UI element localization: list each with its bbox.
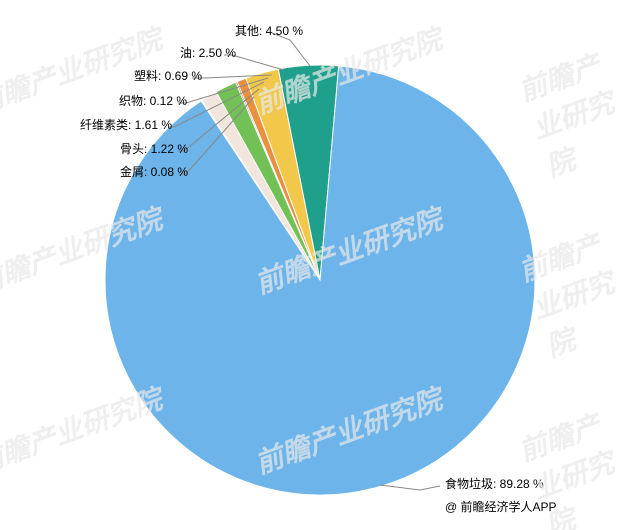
slice-label: 骨头: 1.22 % xyxy=(120,140,188,157)
slice-label: 纤维素类: 1.61 % xyxy=(80,116,172,133)
slice-label: 食物垃圾: 89.28 % xyxy=(445,475,544,492)
slice-label: 其他: 4.50 % xyxy=(235,22,303,39)
slice-label: 织物: 0.12 % xyxy=(119,92,187,109)
pie-chart xyxy=(0,0,640,530)
leader-line xyxy=(380,485,440,490)
attribution-text: @ 前瞻经济学人APP xyxy=(445,498,557,515)
slice-label: 油: 2.50 % xyxy=(180,44,236,61)
slice-label: 塑料: 0.69 % xyxy=(134,67,202,84)
slice-label: 金屑: 0.08 % xyxy=(120,163,188,180)
